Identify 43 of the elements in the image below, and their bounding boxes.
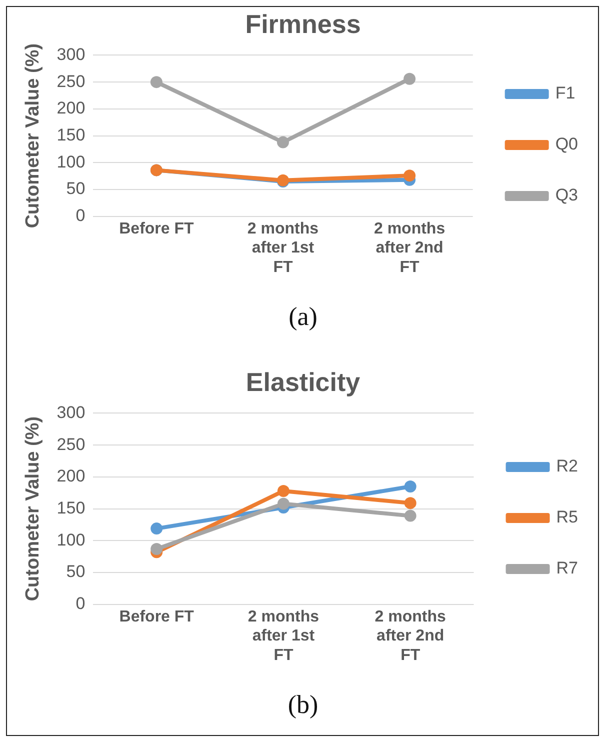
x-tick-label: 2 months after 2nd FT — [374, 608, 446, 664]
y-tick-label: 300 — [56, 402, 86, 422]
y-tick-label: 150 — [56, 498, 86, 518]
point — [404, 510, 416, 522]
x-tick-label: 2 months after 2nd FT — [374, 220, 446, 276]
text: (b) — [286, 690, 320, 720]
point — [150, 542, 163, 555]
point — [277, 484, 290, 497]
x-tick-label: Before FT — [119, 608, 194, 626]
legend-label: Q0 — [555, 134, 578, 154]
text: (a) — [288, 302, 318, 332]
y-tick-label: 100 — [56, 152, 86, 172]
x-tick-label: 2 months after 1st FT — [248, 608, 320, 664]
y-tick-label: 50 — [66, 179, 86, 198]
point — [277, 498, 290, 510]
point — [404, 480, 416, 492]
x-tick-label: 2 months after 1st FT — [247, 220, 319, 276]
y-tick-label: 250 — [56, 72, 86, 91]
y-tick-label: 200 — [56, 466, 86, 486]
point — [150, 522, 163, 535]
legend-label: F1 — [555, 84, 576, 103]
point — [404, 170, 416, 182]
legend-label: R7 — [556, 558, 578, 578]
y-tick-label: 50 — [66, 562, 86, 582]
chart-title: Elasticity — [246, 366, 361, 397]
y-axis-title: Cutometer Value (%) — [22, 416, 44, 602]
point — [276, 136, 289, 148]
y-tick-label: 0 — [76, 594, 86, 614]
point — [150, 76, 162, 88]
y-axis-title: Cutometer Value (%) — [22, 43, 44, 228]
chart-title: Firmness — [245, 8, 361, 39]
y-tick-label: 200 — [56, 98, 86, 118]
legend-label: R5 — [556, 508, 578, 527]
legend-label: Q3 — [555, 186, 578, 205]
legend-label: R2 — [556, 456, 578, 476]
point — [404, 497, 416, 510]
y-tick-label: 100 — [56, 530, 86, 550]
point — [404, 72, 416, 85]
y-tick-label: 250 — [56, 434, 86, 454]
y-tick-label: 300 — [56, 44, 86, 64]
y-tick-label: 150 — [56, 125, 86, 144]
y-tick-label: 0 — [76, 206, 86, 226]
x-tick-label: Before FT — [119, 220, 194, 238]
